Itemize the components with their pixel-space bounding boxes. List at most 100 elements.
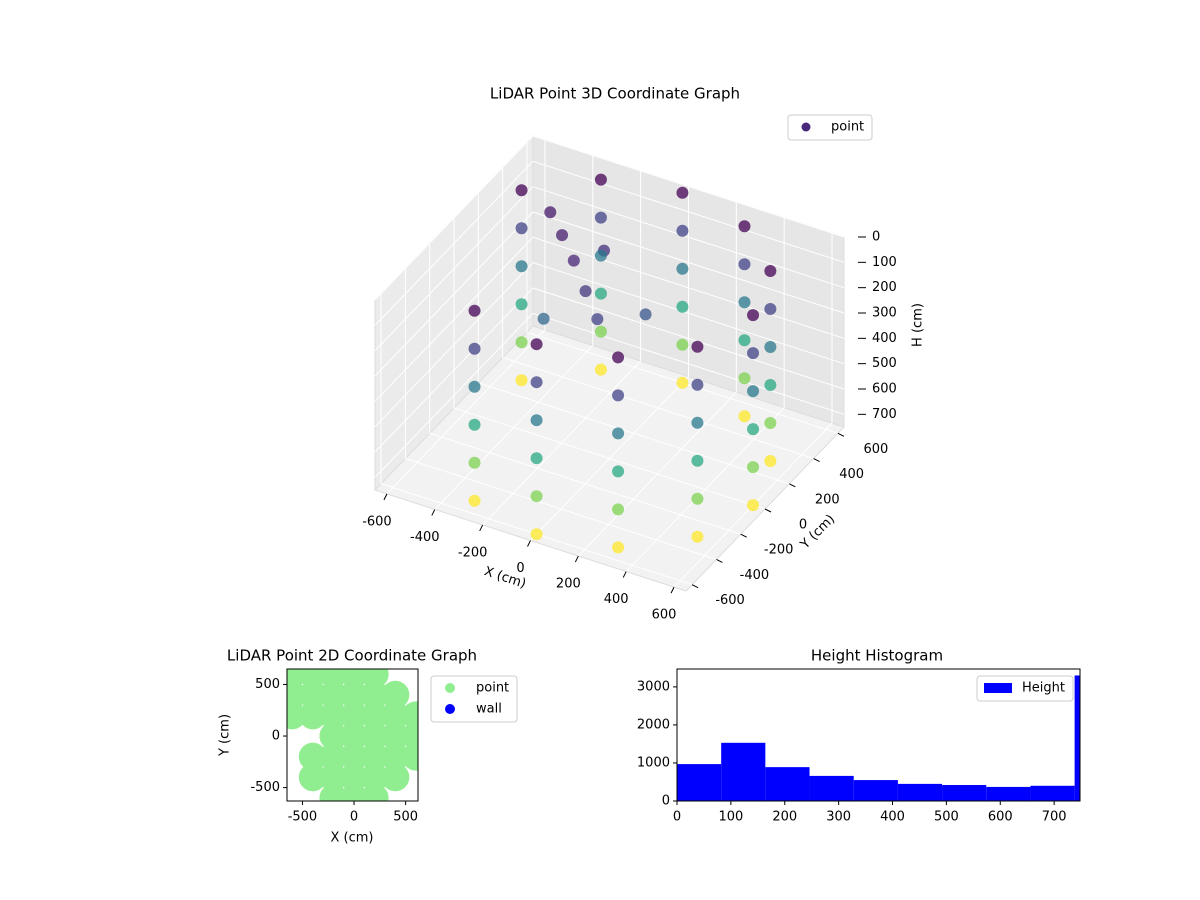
point	[319, 680, 348, 709]
point	[340, 763, 369, 792]
point	[468, 456, 481, 469]
point	[515, 336, 528, 349]
bar	[1030, 785, 1075, 801]
point	[594, 325, 607, 338]
bar	[677, 764, 722, 801]
point	[676, 224, 689, 237]
point	[340, 722, 369, 751]
point	[468, 380, 481, 393]
x-tick-label: -200	[458, 545, 488, 560]
point	[340, 680, 369, 709]
point	[319, 701, 348, 730]
bar	[897, 783, 943, 801]
point	[747, 499, 760, 512]
tick-mark	[837, 432, 845, 437]
plot-area	[287, 669, 418, 801]
grid-line	[530, 186, 689, 541]
x-tick-label: 200	[556, 577, 581, 592]
x-tick-label: 600	[988, 810, 1013, 825]
chart-histogram: 0 100 200 300 400 500 600 700 0 1000 2000 3000	[637, 668, 1081, 825]
point	[738, 410, 751, 423]
point	[340, 742, 369, 771]
bar	[853, 780, 898, 801]
point	[360, 742, 389, 771]
z-tick-label: 300	[872, 306, 897, 321]
point	[530, 376, 543, 389]
y-tick-label: 2000	[637, 717, 670, 732]
x-tick-label: 500	[393, 810, 418, 825]
tick-mark	[670, 586, 675, 594]
tick-mark	[716, 559, 723, 563]
grid-line	[374, 287, 845, 453]
x-axis-label: X (cm)	[331, 831, 374, 846]
chart-title: Height Histogram	[811, 647, 943, 665]
y-tick-label: 1000	[637, 755, 670, 770]
point	[360, 722, 389, 751]
tick-mark	[740, 533, 747, 538]
point	[594, 173, 607, 186]
point	[319, 763, 348, 792]
legend-marker	[445, 704, 455, 714]
point	[530, 528, 543, 541]
legend-label: point	[476, 681, 509, 696]
point	[764, 455, 777, 468]
z-tick-label: 600	[872, 382, 897, 397]
bar	[809, 775, 854, 801]
point	[738, 220, 751, 233]
grid-line	[502, 167, 814, 460]
point	[764, 379, 777, 392]
bar	[721, 742, 766, 801]
chart-2d: -500 0 500 -500 0 500	[250, 668, 419, 825]
point	[381, 722, 410, 751]
grid-line	[374, 186, 845, 352]
x-tick-label: 600	[652, 608, 677, 623]
point	[515, 374, 528, 387]
bar	[765, 767, 810, 801]
point	[747, 385, 760, 398]
x-tick-label: 400	[880, 810, 905, 825]
point	[594, 211, 607, 224]
y-tick-label: 0	[272, 729, 280, 744]
grid-line	[625, 217, 785, 572]
x-tick-label: 200	[772, 810, 797, 825]
point	[691, 454, 704, 467]
point	[738, 372, 751, 385]
grid-line	[526, 142, 839, 434]
point	[738, 334, 751, 347]
bar	[986, 786, 1031, 801]
grid-line	[673, 233, 833, 588]
point	[515, 184, 528, 197]
x-tick-label: -400	[410, 530, 440, 545]
point	[676, 300, 689, 313]
point	[676, 262, 689, 275]
x-tick-label: 400	[604, 592, 629, 607]
y-tick-label: -600	[715, 593, 745, 608]
point	[612, 465, 625, 478]
point	[567, 254, 580, 267]
point	[676, 376, 689, 389]
x-tick-label: -500	[288, 810, 318, 825]
point	[298, 742, 327, 771]
tick-mark	[479, 524, 484, 532]
point	[691, 492, 704, 505]
point	[515, 222, 528, 235]
point	[360, 783, 389, 801]
tick-mark	[527, 540, 531, 547]
grid-line	[453, 218, 766, 510]
grid-line	[482, 170, 642, 526]
axes-frame	[286, 668, 419, 802]
point	[594, 287, 607, 300]
legend	[976, 675, 1074, 702]
z-axis-label: H (cm)	[911, 303, 926, 347]
tick-mark	[789, 483, 796, 488]
point	[544, 206, 557, 219]
point	[360, 701, 389, 730]
legend-patch	[984, 683, 1012, 693]
z-tick-label: 700	[872, 407, 897, 422]
legend-label: Height	[1022, 681, 1065, 696]
point	[612, 389, 625, 402]
point	[401, 742, 418, 771]
point	[747, 461, 760, 474]
point	[298, 680, 327, 709]
point	[639, 308, 652, 321]
